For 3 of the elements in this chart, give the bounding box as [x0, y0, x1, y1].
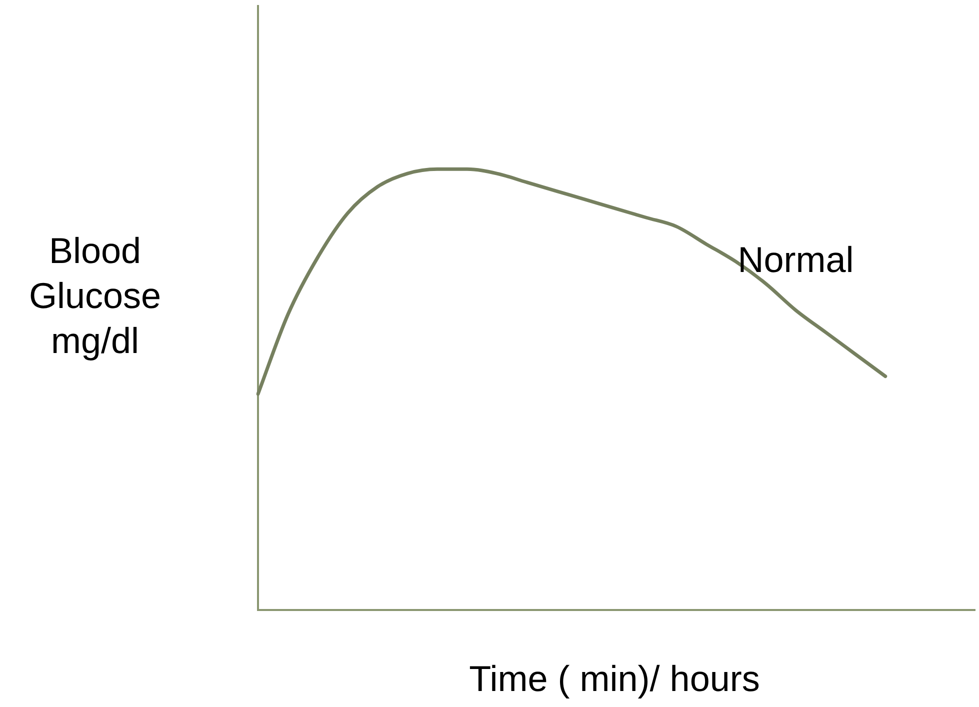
- x-axis-title: Time ( min)/ hours: [468, 658, 761, 700]
- y-axis-title: Blood Glucose mg/dl: [28, 229, 162, 363]
- series-label: Normal: [738, 239, 854, 280]
